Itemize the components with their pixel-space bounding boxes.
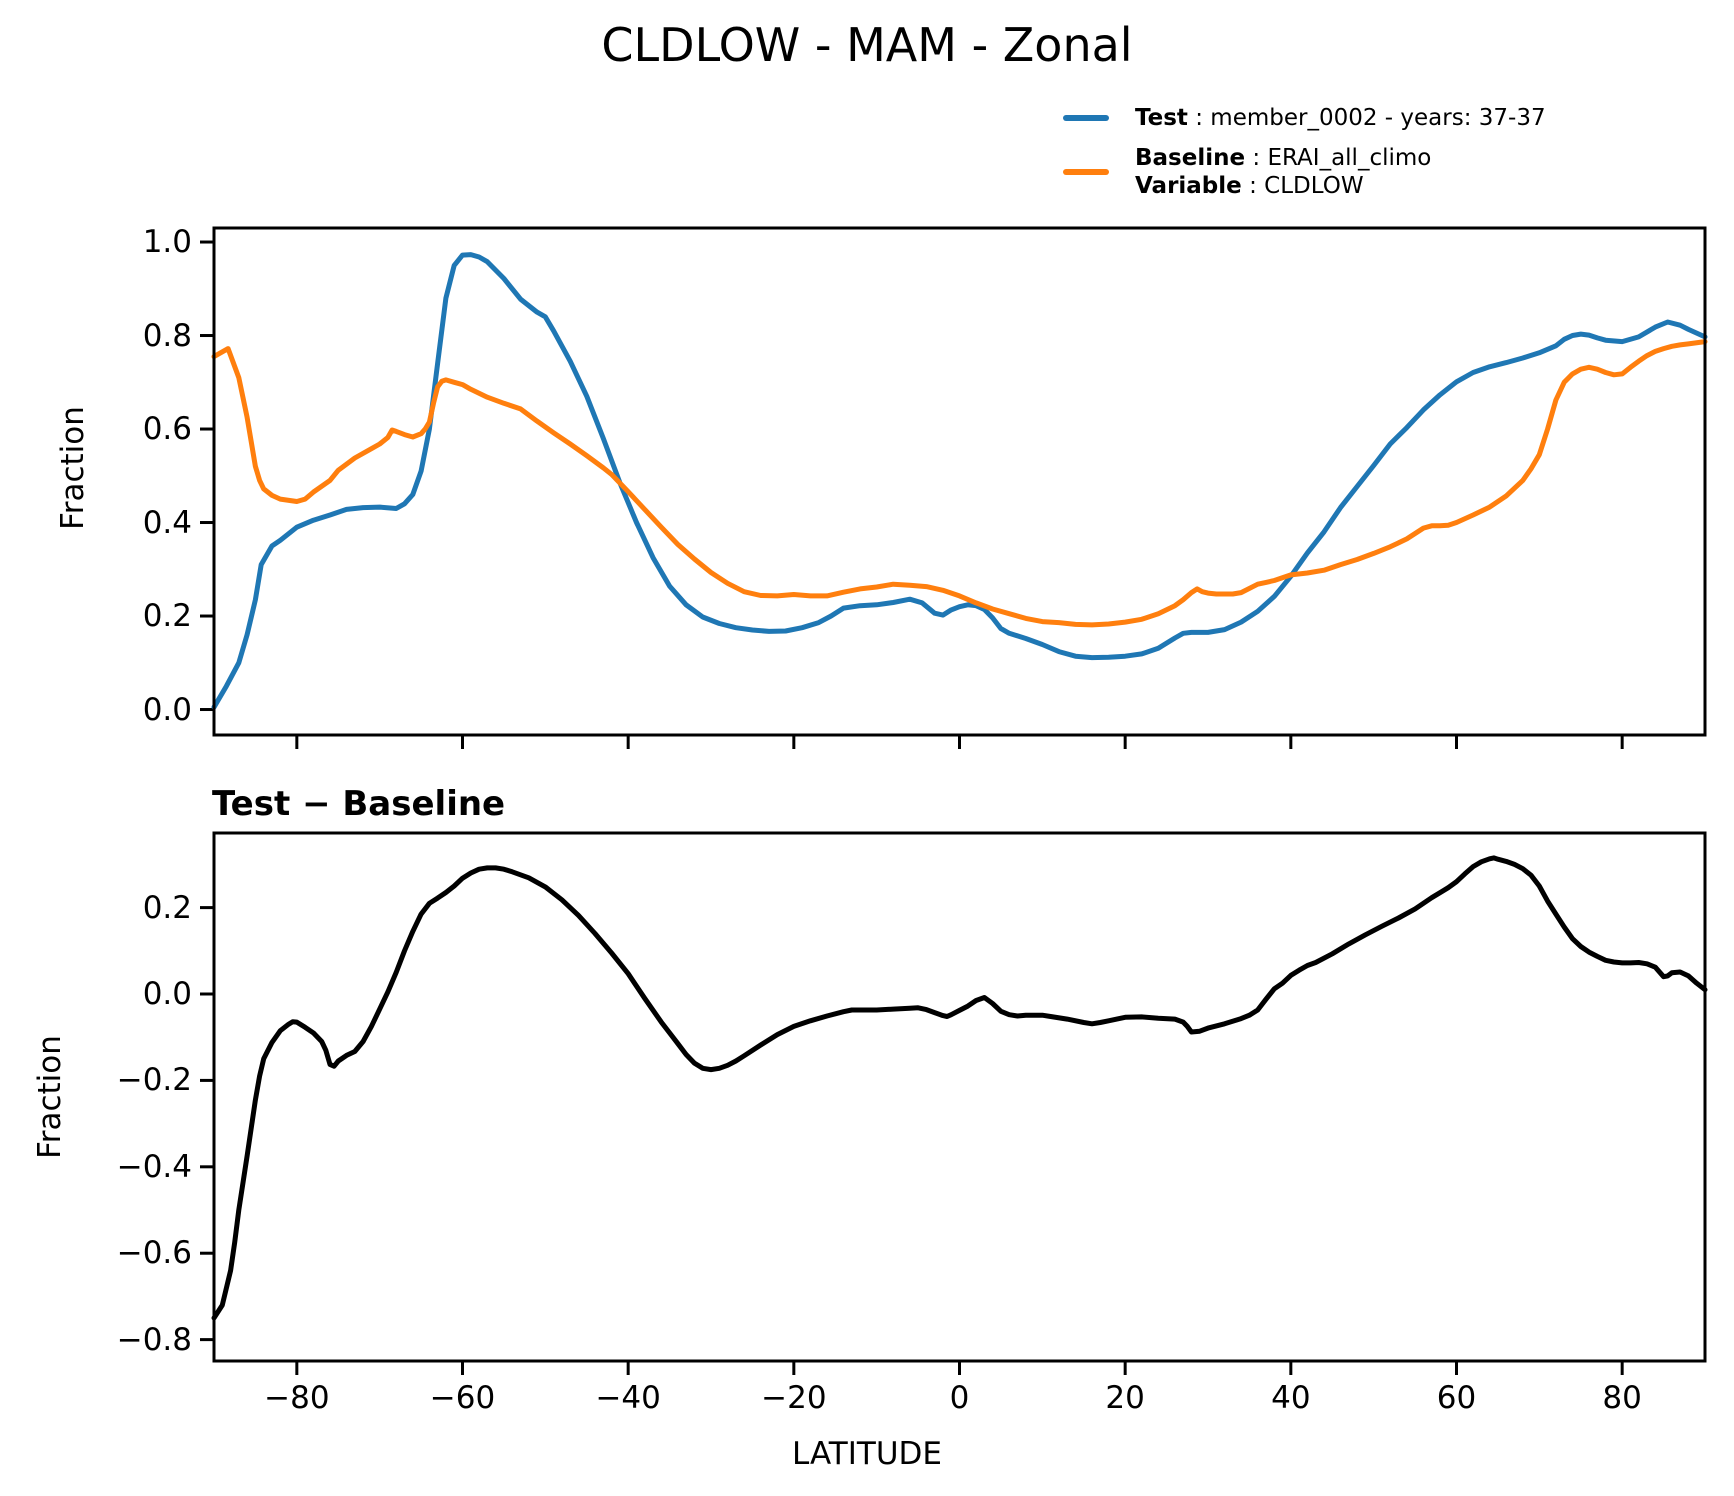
bottom-y-tick-label: 0.0 [142, 976, 192, 1012]
top-y-axis-label: Fraction [55, 406, 91, 530]
legend-label-baseline: Baseline : ERAI_all_climo Variable : CLD… [1135, 145, 1432, 199]
figure-title: CLDLOW - MAM - Zonal [601, 18, 1133, 72]
bottom-series-test-baseline [211, 855, 1708, 1321]
top-y-tick-label: 0.6 [142, 411, 192, 448]
bottom-x-tick-label: 80 [1602, 1380, 1642, 1416]
bottom-y-tick-label: −0.4 [116, 1148, 192, 1185]
bottom-y-axis-label: Fraction [32, 1035, 68, 1159]
top-y-tick-label: 0.4 [142, 504, 192, 541]
legend: Test : member_0002 - years: 37-37 Baseli… [1063, 104, 1546, 212]
bottom-y-tick-label: 0.2 [142, 889, 192, 926]
top-y-tick-label: 1.0 [142, 224, 192, 261]
bottom-x-tick-label: 0 [949, 1380, 970, 1416]
legend-entry-baseline: Baseline : ERAI_all_climo Variable : CLD… [1063, 144, 1546, 200]
top-series-baseline [211, 339, 1708, 628]
bottom-y-tick-label: −0.6 [116, 1235, 192, 1272]
bottom-x-tick-label: 60 [1436, 1380, 1477, 1416]
bottom-axes-frame [212, 831, 1707, 1363]
baseline-line-swatch [1063, 169, 1109, 175]
x-axis-label: LATITUDE [792, 1436, 942, 1472]
top-y-tick-label: 0.2 [142, 598, 192, 635]
top-series-test [211, 252, 1708, 710]
top-y-tick-label: 0.0 [142, 691, 192, 728]
bottom-x-tick-label: −40 [595, 1380, 661, 1416]
bottom-y-tick-label: −0.2 [116, 1062, 192, 1099]
top-y-tick-label: 0.8 [142, 317, 192, 354]
bottom-y-tick-label: −0.8 [116, 1321, 192, 1358]
bottom-x-tick-label: −80 [264, 1380, 330, 1416]
test-line-swatch [1063, 115, 1109, 121]
legend-label-test: Test : member_0002 - years: 37-37 [1135, 105, 1546, 131]
top-axes-frame [212, 226, 1707, 737]
bottom-x-tick-label: 40 [1271, 1380, 1311, 1416]
bottom-plot-title: Test − Baseline [212, 784, 506, 824]
legend-entry-test: Test : member_0002 - years: 37-37 [1063, 104, 1546, 132]
bottom-x-tick-label: −60 [429, 1380, 496, 1416]
bottom-x-tick-label: 20 [1105, 1380, 1145, 1416]
bottom-x-tick-label: −20 [761, 1380, 827, 1416]
